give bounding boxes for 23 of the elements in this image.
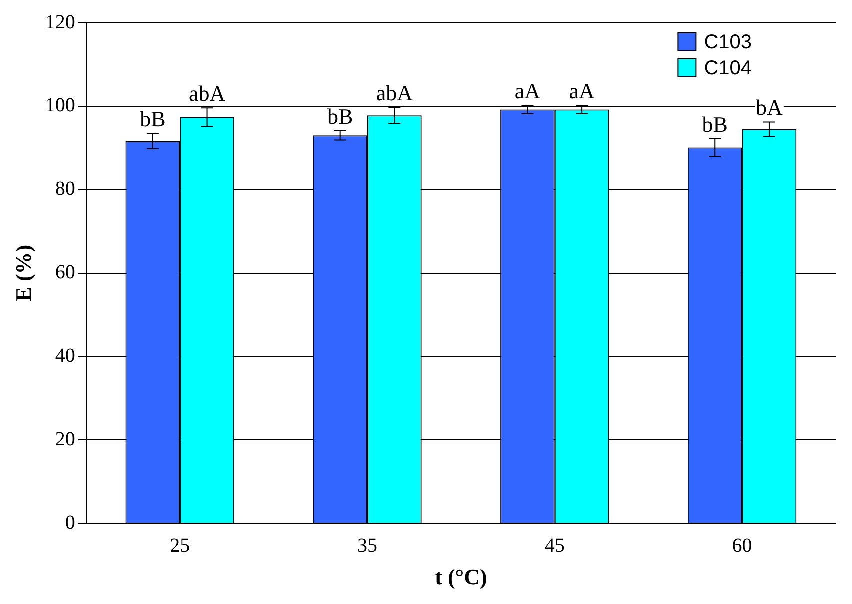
annotation: bB bbox=[327, 104, 354, 129]
annotation: abA bbox=[376, 80, 414, 106]
annotation: aA bbox=[569, 78, 596, 104]
annotation: bB bbox=[702, 112, 728, 137]
x-tick-label: 60 bbox=[732, 534, 752, 557]
legend-label: C104 bbox=[704, 58, 752, 80]
y-tick-label: 0 bbox=[65, 512, 76, 534]
x-tick-label: 45 bbox=[544, 534, 565, 557]
y-tick-label: 100 bbox=[45, 94, 76, 117]
x-axis-title: t (°C) bbox=[435, 564, 488, 590]
legend-label: C103 bbox=[704, 32, 752, 54]
y-axis-title: E (%) bbox=[10, 244, 36, 302]
annotation: abA bbox=[188, 80, 226, 106]
y-tick-label: 20 bbox=[55, 428, 76, 450]
annotation: aA bbox=[514, 78, 541, 104]
annotation: bA bbox=[756, 95, 784, 120]
y-tick-label: 120 bbox=[45, 11, 76, 34]
x-tick-label: 35 bbox=[358, 534, 378, 557]
y-tick-label: 40 bbox=[55, 344, 76, 367]
y-tick-label: 80 bbox=[55, 178, 76, 200]
x-tick-label: 25 bbox=[170, 534, 190, 557]
annotation: bB bbox=[140, 106, 166, 132]
y-tick-label: 60 bbox=[55, 262, 76, 284]
